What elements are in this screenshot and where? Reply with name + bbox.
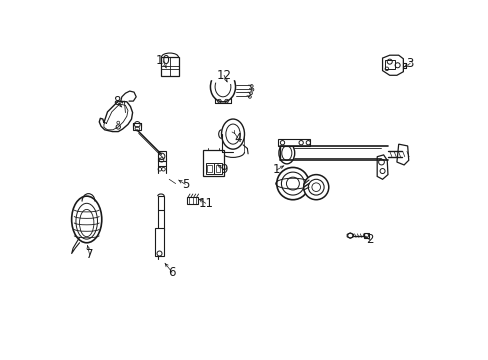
Text: 1: 1 [272, 163, 280, 176]
Bar [277, 139, 309, 146]
Bar [155, 228, 164, 256]
Text: 4: 4 [234, 132, 242, 145]
Polygon shape [187, 197, 198, 204]
Polygon shape [346, 233, 353, 238]
Text: 10: 10 [155, 54, 170, 67]
Text: 2: 2 [366, 233, 373, 246]
Polygon shape [382, 55, 403, 75]
Ellipse shape [72, 196, 102, 243]
Ellipse shape [80, 210, 94, 237]
Text: 5: 5 [181, 178, 189, 191]
Text: 6: 6 [168, 266, 176, 279]
Polygon shape [396, 144, 408, 165]
Text: 12: 12 [216, 69, 231, 82]
Ellipse shape [281, 146, 291, 160]
Bar [133, 123, 141, 130]
Bar [161, 57, 178, 76]
Circle shape [303, 175, 328, 200]
Bar [363, 233, 368, 238]
Bar [158, 196, 164, 230]
Ellipse shape [225, 124, 240, 144]
Circle shape [286, 177, 299, 190]
Bar [207, 165, 211, 172]
Ellipse shape [76, 203, 97, 239]
Ellipse shape [221, 119, 244, 149]
Bar [215, 165, 220, 172]
Text: 8: 8 [113, 95, 120, 108]
Bar [214, 163, 222, 174]
Text: 7: 7 [86, 248, 93, 261]
Polygon shape [376, 155, 387, 179]
Ellipse shape [278, 142, 294, 164]
Text: 3: 3 [406, 57, 413, 70]
Bar [205, 163, 213, 174]
Bar [158, 151, 165, 161]
Circle shape [276, 167, 308, 200]
Bar [203, 149, 224, 176]
Circle shape [311, 183, 320, 192]
Text: 11: 11 [198, 197, 213, 210]
Circle shape [281, 172, 304, 195]
Polygon shape [385, 60, 394, 69]
Circle shape [308, 179, 324, 195]
Text: 9: 9 [220, 163, 227, 176]
